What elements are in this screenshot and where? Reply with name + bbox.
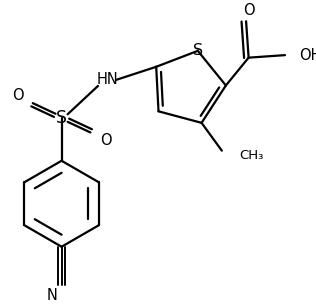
Text: N: N xyxy=(47,288,58,303)
Text: S: S xyxy=(56,109,67,127)
Text: CH₃: CH₃ xyxy=(240,149,264,162)
Text: O: O xyxy=(243,3,254,18)
Text: O: O xyxy=(100,133,111,148)
Text: S: S xyxy=(193,43,203,58)
Text: HN: HN xyxy=(96,72,118,88)
Text: OH: OH xyxy=(299,48,316,63)
Text: O: O xyxy=(12,88,23,103)
